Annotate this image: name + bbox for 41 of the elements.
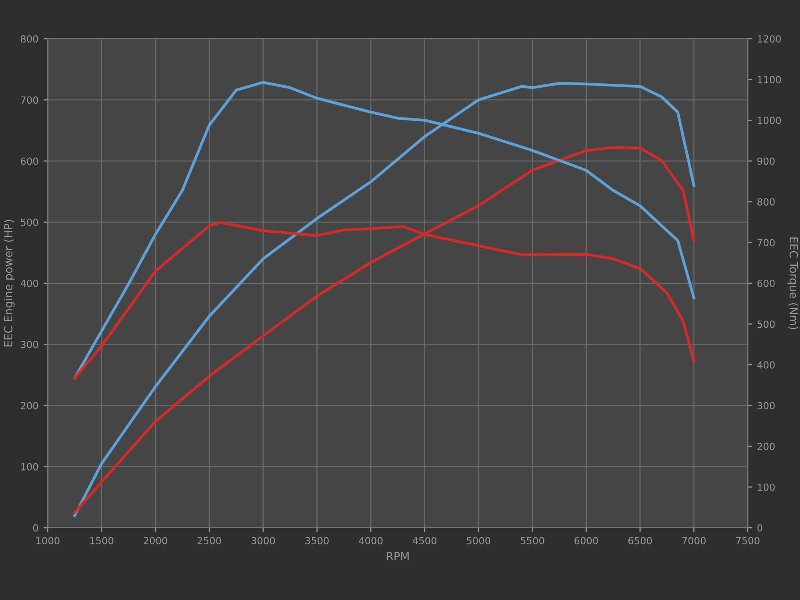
x-tick-label: 2000	[144, 537, 168, 545]
x-tick-label: 3000	[252, 537, 276, 545]
y2-tick-label: 200	[758, 442, 775, 450]
y-tick-label: 300	[21, 341, 38, 348]
x-tick-label: 3500	[306, 537, 329, 545]
x-tick-label: 4500	[413, 537, 437, 545]
y2-tick-label: 0	[758, 524, 763, 532]
y2-tick-label: 900	[758, 158, 775, 166]
x-tick-label: 2500	[198, 537, 222, 545]
y-tick-label: 100	[21, 463, 38, 471]
line-series	[74, 82, 696, 518]
y-tick-label: 500	[21, 218, 38, 226]
y2-tick-label: 800	[758, 198, 775, 206]
y-tick-label: 400	[20, 280, 38, 288]
y2-tick-label: 100	[758, 484, 775, 492]
y2-tick-label: 1100	[758, 76, 782, 84]
x-tick-label: 6000	[574, 537, 598, 545]
y2-tick-label: 600	[758, 280, 775, 288]
y-tick-label: 600	[21, 158, 38, 166]
x-tick-label: 5500	[520, 537, 544, 545]
x-axis-title: RPM	[387, 552, 409, 560]
y2-tick-label: 700	[758, 239, 775, 247]
x-tick-label: 4000	[359, 537, 383, 545]
y2-tick-label: 300	[758, 402, 775, 410]
y2-tick-label: 1000	[758, 116, 782, 124]
x-tick-label: 6500	[628, 537, 652, 545]
y2-axis-title: EEC Torque (Nm)	[788, 238, 798, 330]
y2-tick-label: 1200	[758, 35, 782, 43]
y-axis-title: EEC Engine power (HP)	[4, 220, 15, 347]
y-tick-label: 700	[21, 96, 38, 104]
x-tick-label: 5000	[467, 537, 490, 545]
x-tick-label: 7000	[682, 537, 706, 545]
y-tick-label: 200	[21, 402, 38, 410]
x-tick-label: 1000	[36, 537, 60, 545]
line-series	[74, 146, 696, 514]
x-tick-label: 7500	[736, 537, 760, 545]
y2-tick-label: 400	[758, 361, 775, 369]
y2-tick-label: 500	[758, 320, 775, 328]
x-tick-label: 1500	[90, 537, 114, 545]
y-tick-label: 800	[21, 35, 38, 43]
y-tick-label: 0	[33, 524, 38, 532]
